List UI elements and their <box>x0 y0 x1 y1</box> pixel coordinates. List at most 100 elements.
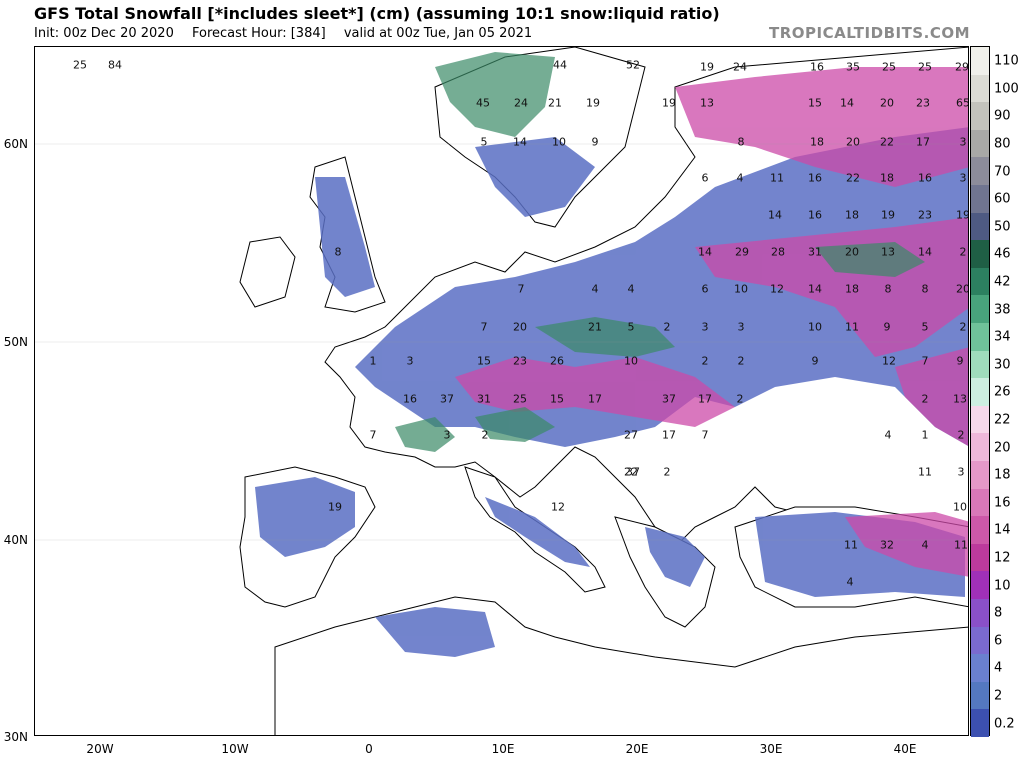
snow-amount-label: 12 <box>551 500 565 514</box>
snow-amount-label: 10 <box>808 320 822 334</box>
color-legend-swatch <box>971 654 989 683</box>
color-legend-swatch <box>971 709 989 738</box>
snow-amount-label: 7 <box>517 282 525 296</box>
color-legend-swatch <box>971 626 989 655</box>
snow-amount-label: 11 <box>844 538 858 552</box>
snow-amount-label: 31 <box>808 245 822 259</box>
color-legend-label: 100 <box>994 81 1019 97</box>
init-time: Init: 00z Dec 20 2020 <box>34 26 174 41</box>
snow-amount-label: 17 <box>662 428 676 442</box>
map-graphic <box>35 47 968 735</box>
snow-amount-label: 16 <box>810 60 824 74</box>
color-legend-label: 2 <box>994 688 1003 704</box>
snow-amount-label: 2 <box>736 392 744 406</box>
snow-amount-label: 8 <box>334 245 342 259</box>
snow-amount-label: 19 <box>700 60 714 74</box>
snow-amount-label: 3 <box>406 354 414 368</box>
snow-amount-label: 14 <box>808 282 822 296</box>
color-legend-label: 34 <box>994 329 1011 345</box>
snow-amount-label: 16 <box>808 208 822 222</box>
snow-amount-label: 13 <box>881 245 895 259</box>
snow-amount-label: 37 <box>440 392 454 406</box>
lat-label-30n: 30N <box>3 730 28 744</box>
snow-amount-label: 2 <box>701 354 709 368</box>
lon-label-40e: 40E <box>893 742 917 756</box>
snow-amount-label: 25 <box>882 60 896 74</box>
snowfall-map[interactable]: 25 84 44 52 19 24 16 35 25 25 29 45 24 21 19 19 13 15 14 20… <box>34 46 969 736</box>
snow-amount-label: 27 <box>624 428 638 442</box>
color-legend-label: 30 <box>994 357 1011 373</box>
snow-amount-label: 12 <box>882 354 896 368</box>
snow-amount-label: 28 <box>771 245 785 259</box>
snow-amount-label: 17 <box>588 392 602 406</box>
snow-amount-label: 19 <box>956 208 969 222</box>
snow-amount-label: 4 <box>921 538 929 552</box>
snow-amount-label: 16 <box>403 392 417 406</box>
snow-amount-label: 4 <box>736 171 744 185</box>
snow-amount-label: 14 <box>513 135 527 149</box>
snow-amount-label: 8 <box>737 135 745 149</box>
color-legend-label: 26 <box>994 384 1011 400</box>
snow-amount-label: 14 <box>840 96 854 110</box>
snow-amount-label: 14 <box>698 245 712 259</box>
snow-amount-label: 15 <box>477 354 491 368</box>
color-legend-swatch <box>971 102 989 131</box>
snow-amount-label: 13 <box>700 96 714 110</box>
snow-amount-label: 14 <box>918 245 932 259</box>
color-legend-swatch <box>971 185 989 214</box>
color-legend-swatch <box>971 433 989 462</box>
color-legend-label: 8 <box>994 605 1003 621</box>
snow-amount-label: 2 <box>663 465 671 479</box>
snow-amount-label: 23 <box>916 96 930 110</box>
color-legend-swatch <box>971 129 989 158</box>
snow-amount-label: 3 <box>959 171 967 185</box>
snow-amount-label: 29 <box>955 60 969 74</box>
color-legend-swatch <box>971 516 989 545</box>
snow-amount-label: 8 <box>884 282 892 296</box>
snow-amount-label: 3 <box>443 428 451 442</box>
snow-amount-label: 2 <box>481 428 489 442</box>
snow-amount-label: 19 <box>328 500 342 514</box>
snow-amount-label: 25 <box>513 392 527 406</box>
snow-amount-label: 20 <box>846 135 860 149</box>
color-legend-swatch <box>971 323 989 352</box>
snow-amount-label: 4 <box>884 428 892 442</box>
snow-amount-label: 6 <box>701 171 709 185</box>
snow-amount-label: 10 <box>624 354 638 368</box>
lon-label-10e: 10E <box>491 742 515 756</box>
lon-label-30e: 30E <box>759 742 783 756</box>
snow-amount-label: 12 <box>770 282 784 296</box>
snow-amount-label: 17 <box>916 135 930 149</box>
snow-amount-label: 37 <box>662 392 676 406</box>
snow-amount-label: 18 <box>880 171 894 185</box>
color-legend-label: 50 <box>994 219 1011 235</box>
valid-time: valid at 00z Tue, Jan 05 2021 <box>343 26 533 41</box>
snow-amount-label: 2 <box>959 320 967 334</box>
snow-amount-label: 16 <box>918 171 932 185</box>
color-legend-swatch <box>971 571 989 600</box>
snow-amount-label: 17 <box>698 392 712 406</box>
snow-amount-label: 21 <box>548 96 562 110</box>
snow-amount-label: 20 <box>513 320 527 334</box>
color-legend-label: 14 <box>994 522 1011 538</box>
snow-amount-label: 6 <box>701 282 709 296</box>
snow-amount-label: 15 <box>550 392 564 406</box>
color-legend-swatch <box>971 543 989 572</box>
map-subtitle: Init: 00z Dec 20 2020 Forecast Hour: [38… <box>34 26 546 41</box>
snow-amount-label: 20 <box>956 282 969 296</box>
color-legend-label: 20 <box>994 440 1011 456</box>
snow-amount-label: 84 <box>108 58 122 72</box>
color-legend-swatch <box>971 405 989 434</box>
snow-amount-label: 21 <box>588 320 602 334</box>
snow-amount-label: 3 <box>701 320 709 334</box>
color-legend-swatch <box>971 461 989 490</box>
snow-amount-label: 14 <box>768 208 782 222</box>
snow-amount-label: 16 <box>808 171 822 185</box>
snow-amount-label: 11 <box>954 538 968 552</box>
snow-amount-label: 25 <box>918 60 932 74</box>
snow-amount-label: 4 <box>591 282 599 296</box>
lat-label-40n: 40N <box>3 533 28 547</box>
snow-amount-label: 45 <box>476 96 490 110</box>
snow-amount-label: 18 <box>845 208 859 222</box>
color-legend-swatch <box>971 681 989 710</box>
